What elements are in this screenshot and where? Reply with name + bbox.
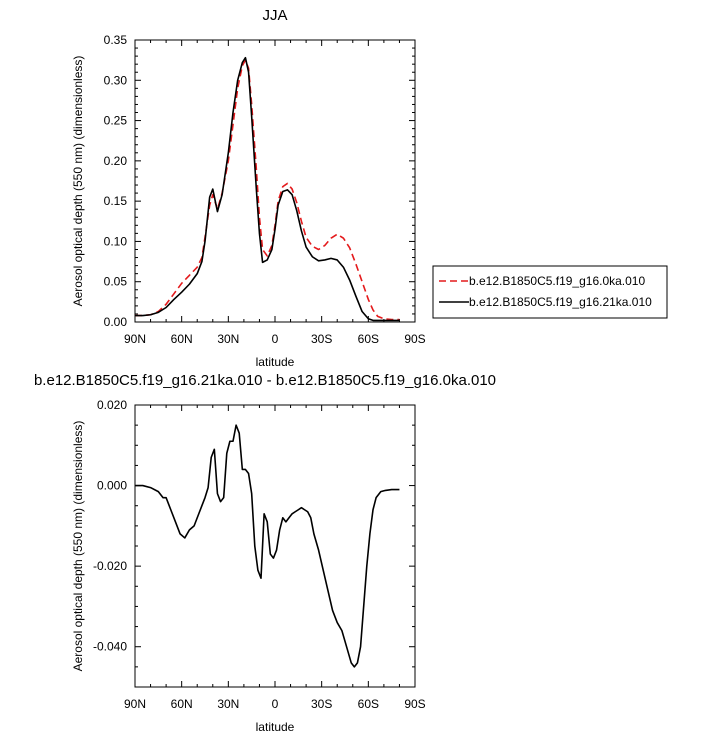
chart-top-frame xyxy=(134,39,416,323)
legend-box xyxy=(432,265,668,319)
x-tick-label: 90N xyxy=(124,332,146,346)
y-tick-label: -0.040 xyxy=(93,640,127,654)
y-tick-label: 0.15 xyxy=(104,194,128,208)
series-line-0 xyxy=(135,59,400,321)
x-tick-label: 90S xyxy=(404,697,425,711)
chart-bottom-ticks: 90N 60N 30N 0 30S 60S 90S -0.040 -0.020 0.000 0.02… xyxy=(93,398,426,711)
x-tick-label: 60N xyxy=(171,332,193,346)
x-tick-label: 30S xyxy=(311,332,332,346)
x-tick-label: 0 xyxy=(272,332,279,346)
y-tick-label: 0.000 xyxy=(97,479,127,493)
chart-top-ticks: 90N 60N 30N 0 30S 60S 90S 0.00 0.05 0.10 0.15 0.20 0… xyxy=(104,33,426,346)
x-tick-label: 60N xyxy=(171,697,193,711)
chart-bottom-title: b.e12.B1850C5.f19_g16.21ka.010 - b.e12.B… xyxy=(34,372,496,389)
y-tick-label: 0.00 xyxy=(104,315,128,329)
y-tick-label: 0.05 xyxy=(104,275,128,289)
x-tick-label: 60S xyxy=(358,332,379,346)
x-tick-label: 90S xyxy=(404,332,425,346)
y-tick-label: 0.35 xyxy=(104,33,128,47)
chart-bottom-series xyxy=(135,424,400,668)
legend-label-21ka: b.e12.B1850C5.f19_g16.21ka.010 xyxy=(469,295,652,309)
x-tick-label: 30S xyxy=(311,697,332,711)
chart-top-series xyxy=(135,56,400,322)
chart-top-ylabel: Aerosol optical depth (550 nm) (dimensio… xyxy=(71,56,85,307)
chart-top: JJA 90N 60N 30N 0 30S 60S 90S 0.00 0.05 0.10 0.15 0… xyxy=(71,7,668,369)
x-tick-label: 60S xyxy=(358,697,379,711)
chart-bottom: b.e12.B1850C5.f19_g16.21ka.010 - b.e12.B… xyxy=(34,372,496,734)
chart-top-xlabel: latitude xyxy=(256,355,295,369)
y-tick-label: 0.30 xyxy=(104,73,128,87)
x-tick-label: 30N xyxy=(217,697,239,711)
y-tick-label: 0.25 xyxy=(104,114,128,128)
series-line-0 xyxy=(135,424,400,668)
chart-bottom-xlabel: latitude xyxy=(256,720,295,734)
y-tick-label: 0.020 xyxy=(97,398,127,412)
chart-bottom-frame xyxy=(134,404,416,688)
chart-top-title: JJA xyxy=(262,7,287,24)
series-line-1 xyxy=(135,56,400,322)
y-tick-label: 0.20 xyxy=(104,154,128,168)
x-tick-label: 30N xyxy=(217,332,239,346)
chart-bottom-ylabel: Aerosol optical depth (550 nm) (dimensio… xyxy=(71,421,85,672)
y-tick-label: -0.020 xyxy=(93,559,127,573)
legend-label-0ka: b.e12.B1850C5.f19_g16.0ka.010 xyxy=(469,274,645,288)
x-tick-label: 90N xyxy=(124,697,146,711)
chart-top-legend: b.e12.B1850C5.f19_g16.0ka.010 b.e12.B185… xyxy=(432,265,668,319)
y-tick-label: 0.10 xyxy=(104,234,128,248)
x-tick-label: 0 xyxy=(272,697,279,711)
